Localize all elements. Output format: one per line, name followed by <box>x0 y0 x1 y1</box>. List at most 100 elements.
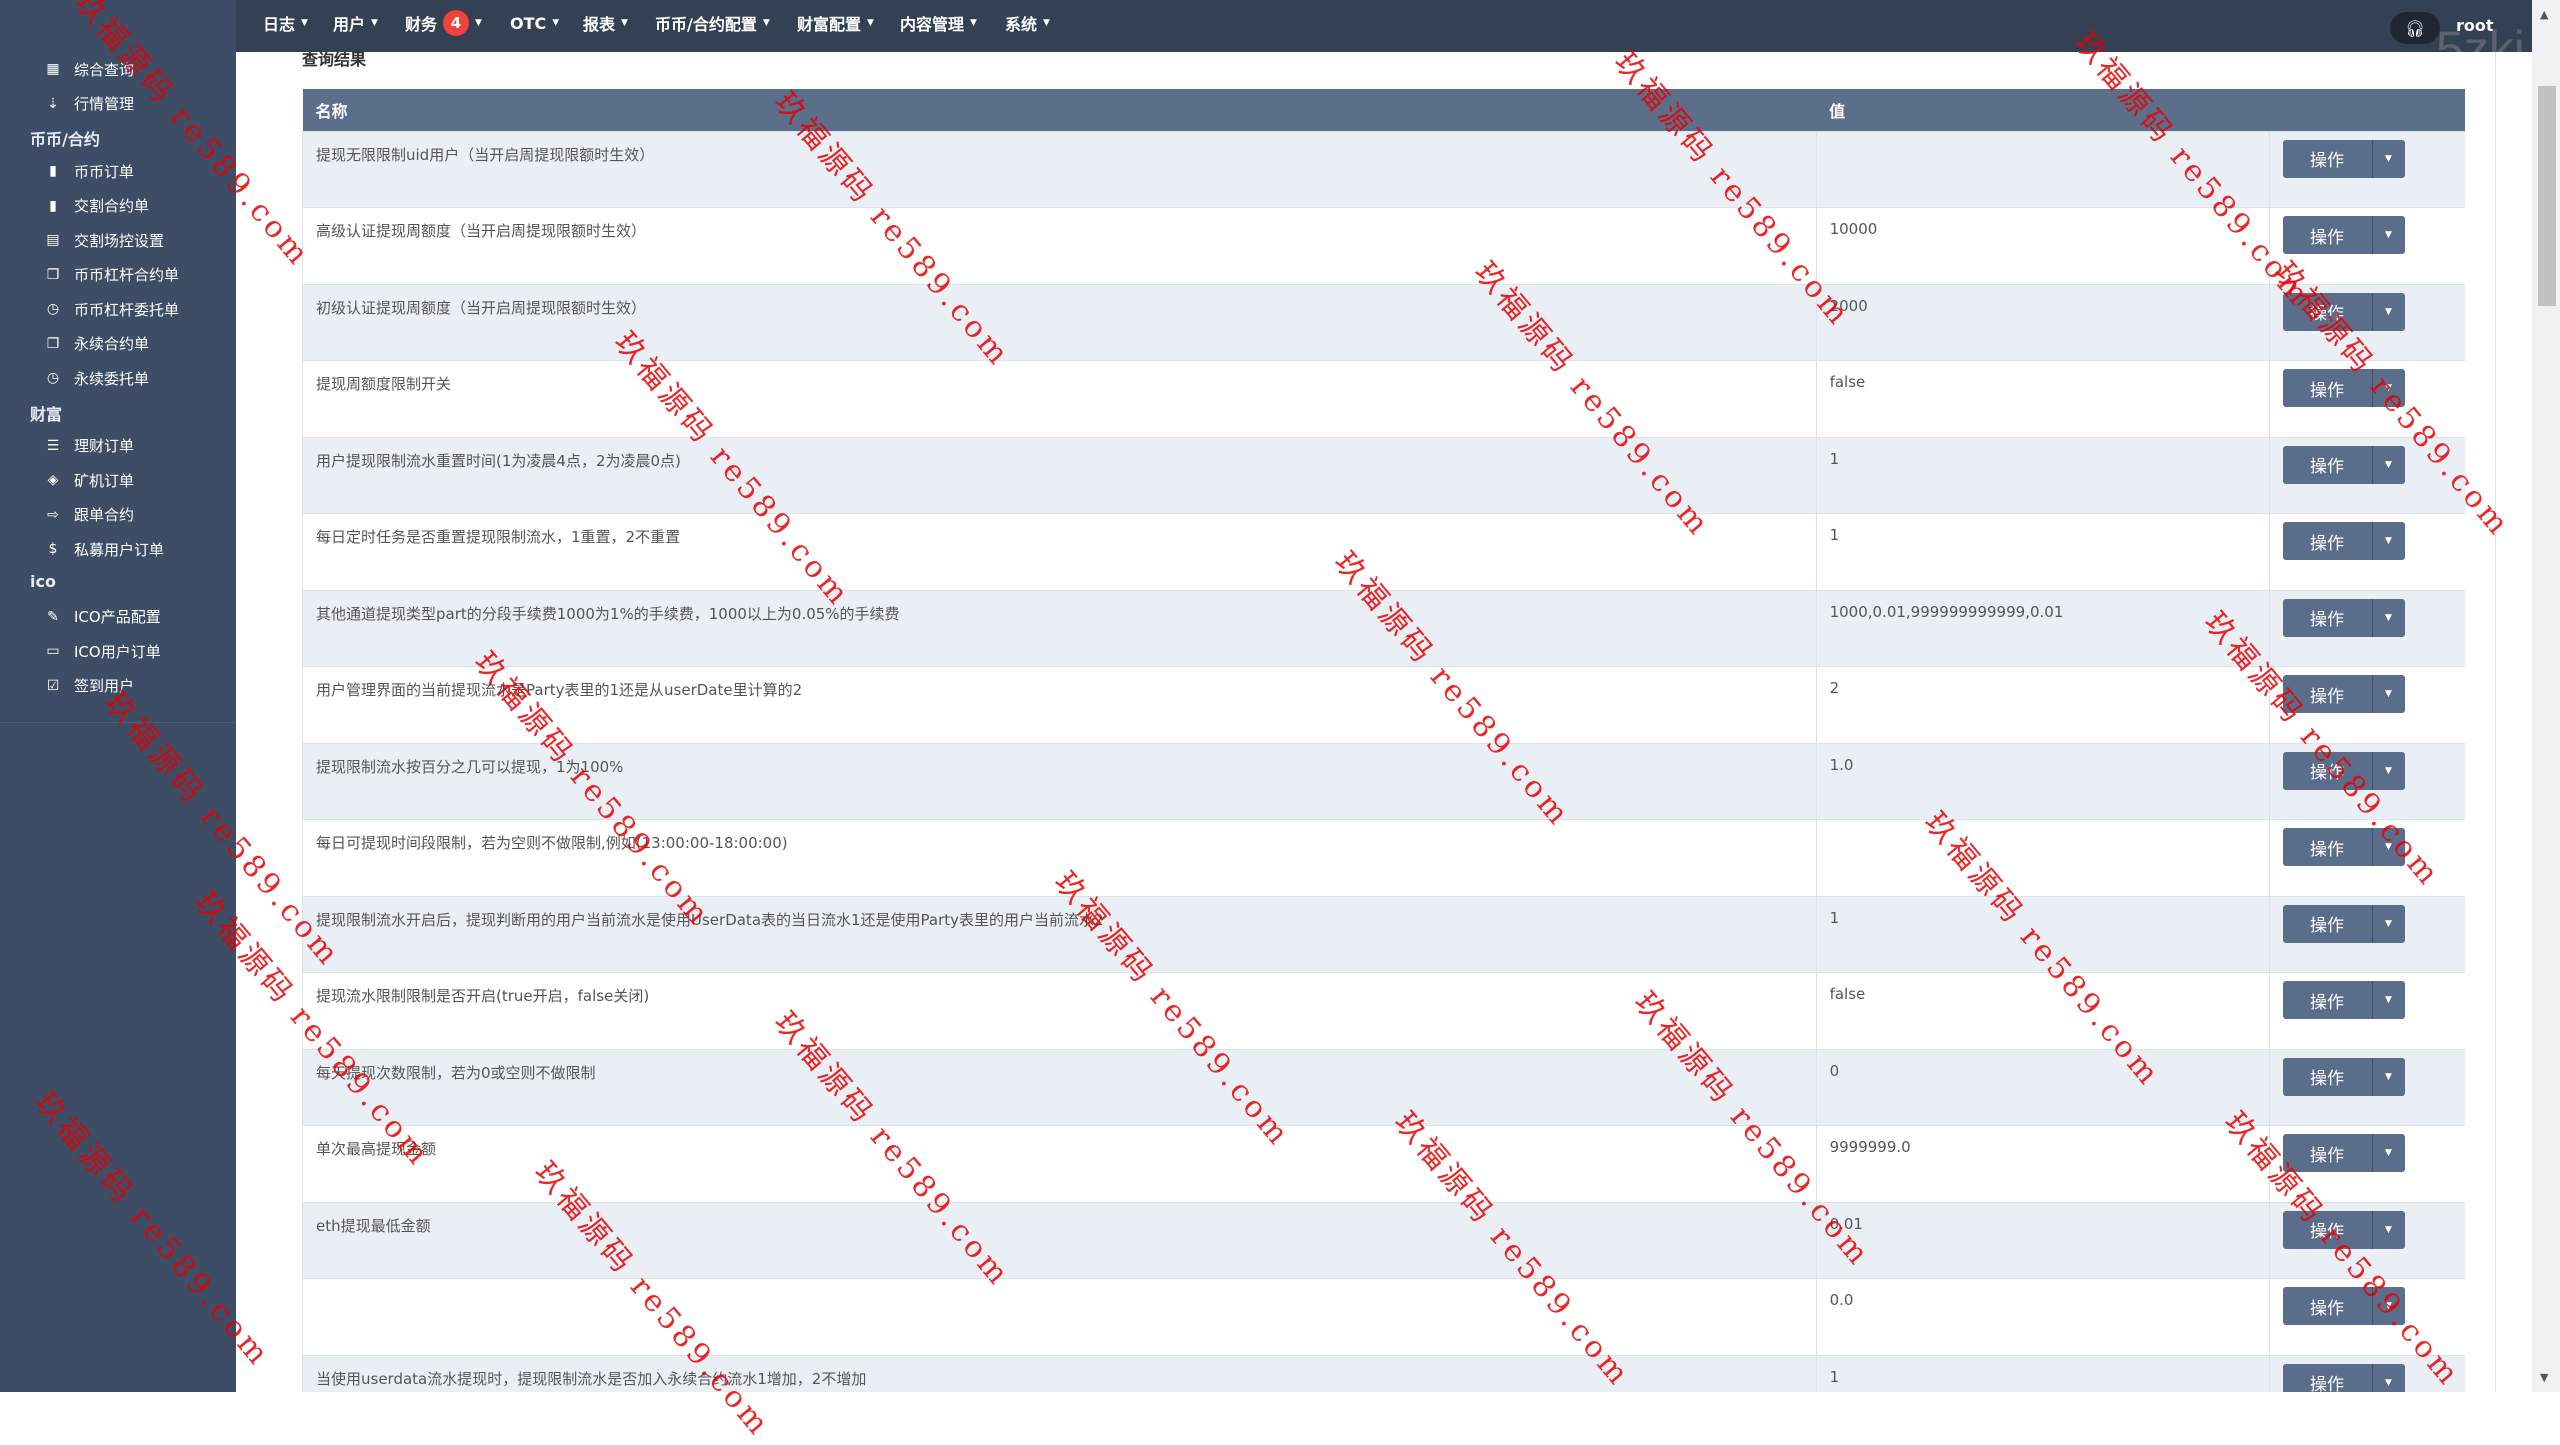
edit-doc-icon: ✎ <box>47 608 59 625</box>
action-button-group: 操作 ▼ <box>2282 445 2405 484</box>
dropdown-toggle-caret-icon[interactable]: ▼ <box>2385 230 2392 240</box>
nav-menu-label: 系统 <box>1005 15 1038 34</box>
dropdown-toggle-caret-icon[interactable]: ▼ <box>2385 1148 2392 1158</box>
table-row: 当使用userdata流水提现时，提现限制流水是否加入永续合约流水1增加，2不增… <box>302 1354 2465 1392</box>
sidebar-item-label: ICO用户订单 <box>74 642 161 661</box>
nav-menu[interactable]: 财富配置 ▼ <box>797 0 874 46</box>
table-row: 每日可提现时间段限制，若为空则不做限制,例如(13:00:00-18:00:00… <box>302 819 2465 896</box>
action-button[interactable]: 操作 <box>2283 1363 2373 1392</box>
nav-menu[interactable]: 日志 ▼ <box>263 0 308 46</box>
sidebar-item[interactable]: ⇣ 行情管理 <box>44 90 134 118</box>
action-button[interactable]: 操作 <box>2283 981 2373 1019</box>
sidebar-item[interactable]: ✎ ICO产品配置 <box>44 603 161 631</box>
cell-name: 用户提现限制流水重置时间(1为凌晨4点，2为凌晨0点) <box>302 436 1817 514</box>
dropdown-toggle-caret-icon[interactable]: ▼ <box>2385 765 2392 776</box>
sidebar-item-label: 币币杠杆合约单 <box>74 266 180 284</box>
layers-icon: ◈ <box>47 472 59 488</box>
sidebar-item[interactable]: ❐ 永续合约单 <box>44 330 149 358</box>
cell-value: 0.0 <box>1815 1278 2269 1355</box>
dropdown-toggle-caret-icon[interactable]: ▼ <box>2385 153 2392 164</box>
sidebar-item[interactable]: ▮ 币币订单 <box>44 157 134 185</box>
nav-menu[interactable]: 系统 ▼ <box>1005 0 1050 46</box>
copy-icon: ❐ <box>46 335 60 352</box>
sidebar-item[interactable]: ❐ 币币杠杆合约单 <box>44 261 179 289</box>
action-button[interactable]: 操作 <box>2283 1134 2373 1172</box>
chevron-down-icon: ▼ <box>621 18 628 28</box>
dropdown-toggle-caret-icon[interactable]: ▼ <box>2385 689 2392 699</box>
nav-menu-label: 日志 <box>263 15 296 34</box>
sidebar-item[interactable]: ◷ 永续委托单 <box>44 364 149 392</box>
table-row: 每日定时任务是否重置提现限制流水，1重置，2不重置 1 操作 ▼ <box>302 513 2465 590</box>
sidebar-item[interactable]: $ 私募用户订单 <box>44 535 164 563</box>
sort-icon: ⇣ <box>47 95 59 112</box>
dropdown-toggle-caret-icon[interactable]: ▼ <box>2385 995 2392 1005</box>
nav-menu[interactable]: 报表 ▼ <box>583 0 628 46</box>
scrollbar-thumb[interactable] <box>2538 86 2556 306</box>
sidebar-item-label: 币币杠杆委托单 <box>74 300 180 319</box>
cell-actions: 操作 ▼ <box>2268 1278 2465 1355</box>
cell-value: 1.0 <box>1815 742 2269 820</box>
sidebar-item[interactable]: ▮ 交割合约单 <box>44 192 149 220</box>
dropdown-toggle-caret-icon[interactable]: ▼ <box>2385 459 2392 470</box>
nav-menu-label: OTC <box>510 13 547 33</box>
action-button[interactable]: 操作 <box>2283 598 2373 637</box>
sidebar-item[interactable]: ⇨ 跟单合约 <box>44 501 134 529</box>
cell-actions: 操作 ▼ <box>2268 1048 2465 1126</box>
action-button-group: 操作 ▼ <box>2282 216 2405 254</box>
table-row: 提现流水限制限制是否开启(true开启，false关闭) false 操作 ▼ <box>302 972 2465 1049</box>
dropdown-toggle-caret-icon[interactable]: ▼ <box>2385 612 2392 623</box>
action-button[interactable]: 操作 <box>2283 292 2373 331</box>
nav-menu[interactable]: OTC ▼ <box>510 0 559 46</box>
dropdown-toggle-caret-icon[interactable]: ▼ <box>2385 383 2392 393</box>
table-row: 单次最高提现金额 9999999.0 操作 ▼ <box>302 1125 2465 1202</box>
action-button[interactable]: 操作 <box>2283 1210 2373 1249</box>
sidebar-item[interactable]: ☰ 理财订单 <box>44 432 134 460</box>
dropdown-toggle-caret-icon[interactable]: ▼ <box>2385 1224 2392 1235</box>
nav-menu[interactable]: 用户 ▼ <box>333 0 378 46</box>
nav-menu-label: 内容管理 <box>900 15 965 34</box>
nav-menu[interactable]: 内容管理 ▼ <box>900 0 977 46</box>
dropdown-toggle-caret-icon[interactable]: ▼ <box>2385 1377 2392 1388</box>
dropdown-toggle-caret-icon[interactable]: ▼ <box>2385 1071 2392 1082</box>
scroll-up-arrow-icon[interactable]: ▲ <box>2540 8 2549 21</box>
sidebar-item[interactable]: ▭ ICO用户订单 <box>44 637 161 665</box>
action-button[interactable]: 操作 <box>2283 522 2373 560</box>
sidebar-item[interactable]: ◷ 币币杠杆委托单 <box>44 295 179 323</box>
dropdown-toggle-caret-icon[interactable]: ▼ <box>2385 842 2392 852</box>
nav-menu[interactable]: 财务 4 ▼ <box>405 0 482 46</box>
dropdown-toggle-caret-icon[interactable]: ▼ <box>2385 536 2392 546</box>
cell-actions: 操作 ▼ <box>2268 360 2465 437</box>
calendar-clock-icon: ◷ <box>46 370 60 386</box>
nav-menu-label: 报表 <box>583 15 616 34</box>
action-button-group: 操作 ▼ <box>2282 828 2405 866</box>
user-menu[interactable]: root <box>2456 16 2494 35</box>
action-button[interactable]: 操作 <box>2283 445 2373 484</box>
content-border <box>2495 52 2496 1392</box>
dropdown-toggle-caret-icon[interactable]: ▼ <box>2385 1301 2392 1311</box>
action-button-group: 操作 ▼ <box>2282 1210 2405 1249</box>
dropdown-toggle-caret-icon[interactable]: ▼ <box>2385 918 2392 929</box>
cell-name: 高级认证提现周额度（当开启周提现限额时生效） <box>302 207 1817 284</box>
action-button[interactable]: 操作 <box>2283 828 2373 866</box>
sidebar-item-label: 理财订单 <box>74 437 135 455</box>
headset-button[interactable]: 🎧︎ <box>2390 12 2440 44</box>
dropdown-toggle-caret-icon[interactable]: ▼ <box>2385 306 2392 317</box>
cell-value: 2 <box>1815 666 2269 743</box>
scroll-down-arrow-icon[interactable]: ▼ <box>2540 1371 2549 1384</box>
action-button[interactable]: 操作 <box>2283 675 2373 713</box>
sidebar-item[interactable]: ◈ 矿机订单 <box>44 466 134 494</box>
scrollbar[interactable]: ▲ ▼ <box>2532 0 2560 1392</box>
action-button[interactable]: 操作 <box>2283 369 2373 407</box>
sidebar-item[interactable]: ▤ 交割场控设置 <box>44 226 164 254</box>
action-button[interactable]: 操作 <box>2283 139 2373 178</box>
action-button[interactable]: 操作 <box>2283 1287 2373 1325</box>
action-button[interactable]: 操作 <box>2283 751 2373 790</box>
action-button[interactable]: 操作 <box>2283 216 2373 254</box>
sidebar-item[interactable]: ☑ 签到用户 <box>44 672 134 700</box>
sidebar-item[interactable]: ▦ 综合查询 <box>44 55 134 83</box>
action-button[interactable]: 操作 <box>2283 904 2373 943</box>
action-button[interactable]: 操作 <box>2283 1057 2373 1096</box>
edit-square-icon: ☑ <box>46 677 60 694</box>
column-header-value: 值 <box>1816 89 2269 131</box>
nav-menu[interactable]: 币币/合约配置 ▼ <box>655 0 770 46</box>
